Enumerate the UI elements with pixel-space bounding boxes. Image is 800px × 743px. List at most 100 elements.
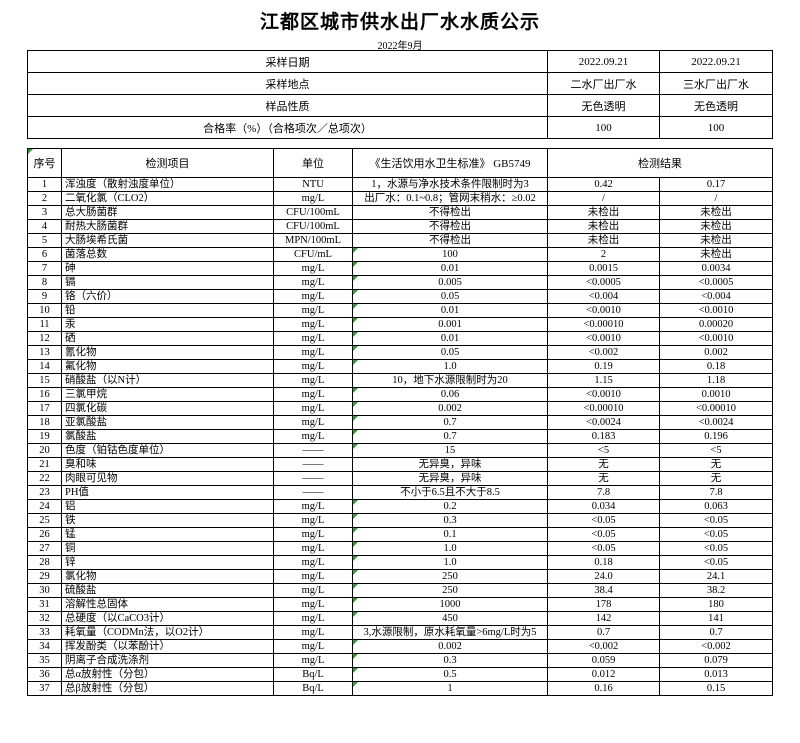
result-plant3-cell: 0.013: [659, 667, 773, 682]
row-number-cell: 35: [27, 653, 62, 668]
item-name-cell: 总大肠菌群: [61, 205, 274, 220]
item-name-cell: 总β放射性（分包）: [61, 681, 274, 696]
item-name-cell: 溶解性总固体: [61, 597, 274, 612]
pass-rate-plant2: 100: [547, 116, 660, 139]
unit-cell: CFU/100mL: [273, 219, 353, 234]
result-plant2-cell: 38.4: [547, 583, 660, 598]
result-plant3-cell: /: [659, 191, 773, 206]
result-plant2-cell: 未检出: [547, 219, 660, 234]
item-name-cell: 色度（铂钴色度单位）: [61, 443, 274, 458]
table-row: 12 硒 mg/L 0.01 <0.0010 <0.0010: [27, 331, 773, 346]
standard-cell: 0.01: [352, 303, 548, 318]
row-number-cell: 13: [27, 345, 62, 360]
result-plant3-cell: <0.05: [659, 513, 773, 528]
item-name-cell: 铁: [61, 513, 274, 528]
unit-cell: mg/L: [273, 583, 353, 598]
result-plant3-cell: 未检出: [659, 219, 773, 234]
unit-cell: mg/L: [273, 639, 353, 654]
result-plant2-cell: <0.0010: [547, 303, 660, 318]
item-name-cell: 亚氯酸盐: [61, 415, 274, 430]
result-plant3-cell: 0.0034: [659, 261, 773, 276]
item-name-cell: 大肠埃希氏菌: [61, 233, 274, 248]
row-number-cell: 27: [27, 541, 62, 556]
row-number-cell: 7: [27, 261, 62, 276]
result-plant2-cell: <0.05: [547, 513, 660, 528]
standard-cell: 0.05: [352, 345, 548, 360]
standard-cell: 1.0: [352, 555, 548, 570]
row-number-cell: 25: [27, 513, 62, 528]
standard-cell: 0.3: [352, 653, 548, 668]
result-plant2-cell: <0.004: [547, 289, 660, 304]
result-plant3-cell: 0.002: [659, 345, 773, 360]
unit-cell: mg/L: [273, 303, 353, 318]
result-plant3-cell: 0.079: [659, 653, 773, 668]
standard-cell: 0.3: [352, 513, 548, 528]
result-plant3-cell: 0.00020: [659, 317, 773, 332]
unit-cell: mg/L: [273, 527, 353, 542]
header-unit: 单位: [273, 148, 353, 178]
result-plant2-cell: <0.00010: [547, 401, 660, 416]
table-row: 1 浑浊度（散射浊度单位） NTU 1，水源与净水技术条件限制时为3 0.42 0.17: [27, 177, 773, 192]
result-plant3-cell: 7.8: [659, 485, 773, 500]
unit-cell: mg/L: [273, 499, 353, 514]
result-plant3-cell: <0.0005: [659, 275, 773, 290]
result-plant3-cell: 0.7: [659, 625, 773, 640]
item-name-cell: PH值: [61, 485, 274, 500]
header-standard-gb5749: 《生活饮用水卫生标准》 GB5749: [352, 148, 548, 178]
result-plant3-cell: <0.0024: [659, 415, 773, 430]
result-plant3-cell: 0.196: [659, 429, 773, 444]
result-plant3-cell: 180: [659, 597, 773, 612]
standard-cell: 100: [352, 247, 548, 262]
table-row: 32 总硬度（以CaCO3计） mg/L 450 142 141: [27, 611, 773, 626]
result-plant2-cell: 0.19: [547, 359, 660, 374]
row-number-cell: 28: [27, 555, 62, 570]
table-row: 30 硫酸盐 mg/L 250 38.4 38.2: [27, 583, 773, 598]
table-row: 15 硝酸盐（以N计） mg/L 10，地下水源限制时为20 1.15 1.18: [27, 373, 773, 388]
item-name-cell: 总硬度（以CaCO3计）: [61, 611, 274, 626]
standard-cell: 0.7: [352, 429, 548, 444]
unit-cell: ——: [273, 485, 353, 500]
item-name-cell: 四氯化碳: [61, 401, 274, 416]
result-plant2-cell: 0.7: [547, 625, 660, 640]
item-name-cell: 三氯甲烷: [61, 387, 274, 402]
item-name-cell: 肉眼可见物: [61, 471, 274, 486]
table-row: 4 耐热大肠菌群 CFU/100mL 不得检出 未检出 未检出: [27, 219, 773, 234]
item-name-cell: 铬（六价）: [61, 289, 274, 304]
table-row: 19 氯酸盐 mg/L 0.7 0.183 0.196: [27, 429, 773, 444]
standard-cell: 0.06: [352, 387, 548, 402]
unit-cell: mg/L: [273, 317, 353, 332]
table-row: 22 肉眼可见物 —— 无异臭，异味无无: [27, 471, 773, 486]
item-name-cell: 铝: [61, 499, 274, 514]
table-row: 31 溶解性总固体 mg/L 1000 178 180: [27, 597, 773, 612]
standard-cell: 0.2: [352, 499, 548, 514]
table-row: 35 阴离子合成洗涤剂 mg/L 0.3 0.059 0.079: [27, 653, 773, 668]
unit-cell: Bq/L: [273, 667, 353, 682]
result-plant3-cell: <0.05: [659, 555, 773, 570]
unit-cell: mg/L: [273, 415, 353, 430]
result-plant2-cell: <5: [547, 443, 660, 458]
table-row: 8 镉 mg/L 0.005 <0.0005 <0.0005: [27, 275, 773, 290]
unit-cell: CFU/100mL: [273, 205, 353, 220]
row-number-cell: 15: [27, 373, 62, 388]
row-number-cell: 2: [27, 191, 62, 206]
row-number-cell: 12: [27, 331, 62, 346]
unit-cell: mg/L: [273, 611, 353, 626]
standard-cell: 3,水源限制，原水耗氧量>6mg/L时为5: [352, 625, 548, 640]
row-number-cell: 34: [27, 639, 62, 654]
item-name-cell: 硝酸盐（以N计）: [61, 373, 274, 388]
result-plant3-cell: <0.05: [659, 527, 773, 542]
sample-nature-plant3: 无色透明: [659, 94, 773, 117]
result-plant2-cell: 0.18: [547, 555, 660, 570]
standard-cell: 1.0: [352, 359, 548, 374]
standard-cell: 不得检出: [352, 219, 548, 234]
unit-cell: ——: [273, 471, 353, 486]
row-number-cell: 31: [27, 597, 62, 612]
unit-cell: mg/L: [273, 261, 353, 276]
item-name-cell: 耐热大肠菌群: [61, 219, 274, 234]
row-number-cell: 37: [27, 681, 62, 696]
standard-cell: 无异臭，异味: [352, 457, 548, 472]
result-plant3-cell: 0.063: [659, 499, 773, 514]
result-plant2-cell: 178: [547, 597, 660, 612]
sampling-date-plant3: 2022.09.21: [659, 50, 773, 73]
